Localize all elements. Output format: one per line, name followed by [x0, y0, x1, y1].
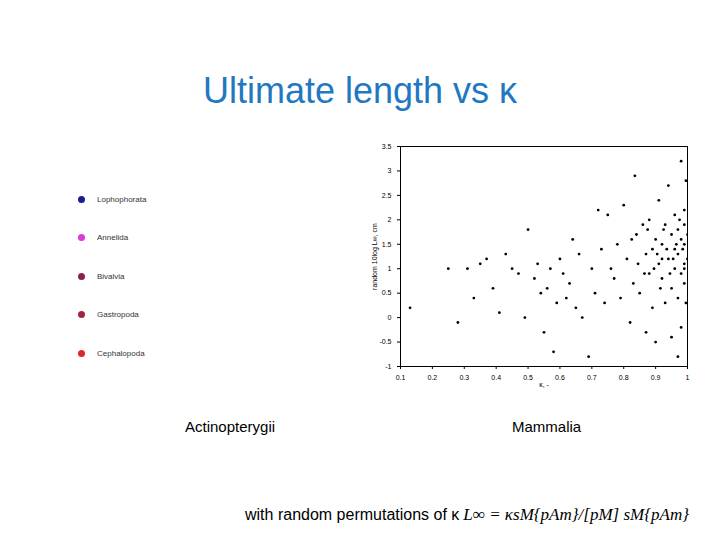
- html-text:Bivalvia: Bivalvia: [97, 271, 125, 281]
- svg-text:3.5: 3.5: [382, 143, 392, 150]
- svg-text:-0.5: -0.5: [379, 338, 391, 345]
- html-text:Actinopterygii: Actinopterygii: [185, 418, 275, 435]
- svg-text:random 10log L∞, cm: random 10log L∞, cm: [371, 223, 379, 290]
- svg-text:0.8: 0.8: [619, 374, 629, 381]
- svg-text:0.5: 0.5: [382, 289, 392, 296]
- svg-text:1: 1: [686, 374, 690, 381]
- html-text:Cephalopoda: Cephalopoda: [97, 348, 145, 358]
- svg-text:0.7: 0.7: [587, 374, 597, 381]
- svg-text:0.1: 0.1: [396, 374, 406, 381]
- svg-text:0.3: 0.3: [459, 374, 469, 381]
- html-text:Ultimate length vs κ: Ultimate length vs κ: [202, 70, 518, 111]
- svg-text:2: 2: [388, 216, 392, 223]
- html-text:with random permutations of κ: with random permutations of κ L∞ = κsM{p…: [245, 505, 689, 524]
- html-text:Lophophorata: Lophophorata: [97, 194, 147, 204]
- svg-text:3: 3: [388, 167, 392, 174]
- html-text:Mammalia: Mammalia: [512, 418, 582, 435]
- svg-text:2.5: 2.5: [382, 192, 392, 199]
- svg-text:0.4: 0.4: [491, 374, 501, 381]
- svg-text:0.5: 0.5: [523, 374, 533, 381]
- svg-text:1: 1: [388, 265, 392, 272]
- svg-text:0.9: 0.9: [651, 374, 661, 381]
- svg-text:κ, -: κ, -: [539, 381, 549, 388]
- html-text:Gastropoda: Gastropoda: [97, 310, 139, 320]
- svg-text:0.6: 0.6: [555, 374, 565, 381]
- svg-text:0: 0: [388, 314, 392, 321]
- svg-text:1.5: 1.5: [382, 241, 392, 248]
- html-text:Annelida: Annelida: [97, 233, 129, 243]
- svg-text:-1: -1: [385, 363, 391, 370]
- svg-text:0.2: 0.2: [428, 374, 438, 381]
